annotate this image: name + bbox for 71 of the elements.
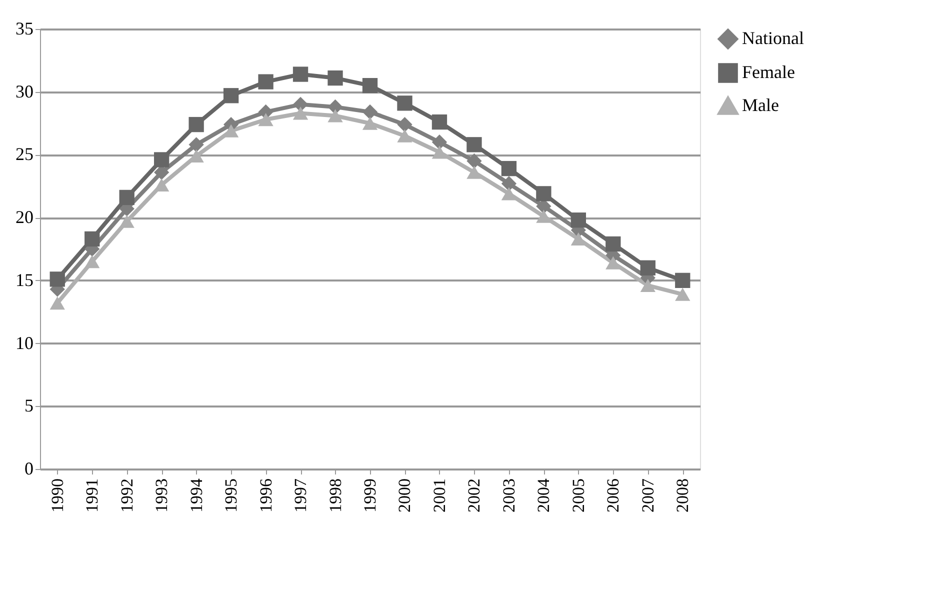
y-tick-label: 10 [16, 332, 34, 353]
legend-label: National [742, 28, 804, 48]
x-tick-label: 2008 [673, 478, 692, 512]
point [501, 187, 517, 200]
x-tick-label: 2006 [604, 478, 623, 512]
x-tick-label: 1997 [291, 478, 310, 512]
y-tick-label: 0 [24, 458, 34, 478]
point [50, 272, 65, 287]
point [362, 104, 378, 120]
point [258, 74, 274, 90]
point [362, 116, 378, 130]
point [501, 160, 517, 176]
x-tick-label: 2001 [430, 478, 449, 512]
point [223, 88, 239, 104]
x-tick-label: 1990 [48, 478, 67, 512]
point [466, 137, 482, 152]
point [84, 255, 100, 268]
x-tick-label: 1994 [186, 478, 206, 512]
point [675, 288, 690, 301]
point [328, 109, 343, 122]
y-tick-label: 5 [24, 396, 34, 416]
point [188, 137, 204, 152]
point [397, 129, 412, 142]
x-tick-label: 2000 [395, 478, 414, 512]
y-tick-label: 15 [16, 270, 34, 290]
x-tick-label: 1998 [326, 478, 345, 512]
point [432, 114, 448, 130]
x-tick-label: 1993 [152, 478, 172, 512]
point [570, 232, 586, 246]
point [675, 272, 690, 288]
point [606, 236, 621, 252]
y-tick-label: 20 [16, 207, 34, 228]
y-tick-label: 35 [16, 18, 34, 38]
point [84, 231, 100, 247]
point [466, 153, 482, 169]
legend-label: Male [742, 95, 779, 115]
point [50, 296, 65, 310]
x-tick-label: 1996 [256, 478, 276, 512]
x-tick-label: 1992 [117, 478, 136, 512]
x-tick-label: 1995 [222, 478, 241, 512]
legend-label: Female [742, 62, 795, 82]
point [501, 176, 517, 192]
point [397, 96, 412, 111]
point [466, 166, 482, 179]
point [258, 112, 274, 126]
x-tick-label: 1991 [82, 478, 102, 512]
point [292, 66, 308, 82]
point [119, 190, 134, 206]
point [606, 256, 621, 270]
x-tick-label: 2002 [464, 478, 484, 512]
x-tick-label: 2007 [638, 478, 658, 512]
point [292, 106, 308, 120]
point [640, 278, 656, 292]
x-tick-label: 2004 [534, 478, 554, 512]
point [432, 134, 448, 150]
point [432, 146, 448, 159]
x-tick-label: 2005 [568, 478, 588, 512]
y-tick-label: 30 [16, 81, 34, 102]
point [119, 214, 134, 228]
point [536, 186, 552, 202]
x-tick-label: 1999 [360, 478, 380, 512]
point [570, 212, 586, 228]
point [536, 210, 552, 223]
x-tick-label: 2003 [499, 478, 518, 512]
point [154, 152, 170, 168]
point [328, 70, 343, 86]
point [188, 116, 204, 132]
point [640, 260, 656, 276]
y-tick-label: 25 [16, 144, 34, 164]
point [397, 116, 412, 132]
point [362, 78, 378, 94]
